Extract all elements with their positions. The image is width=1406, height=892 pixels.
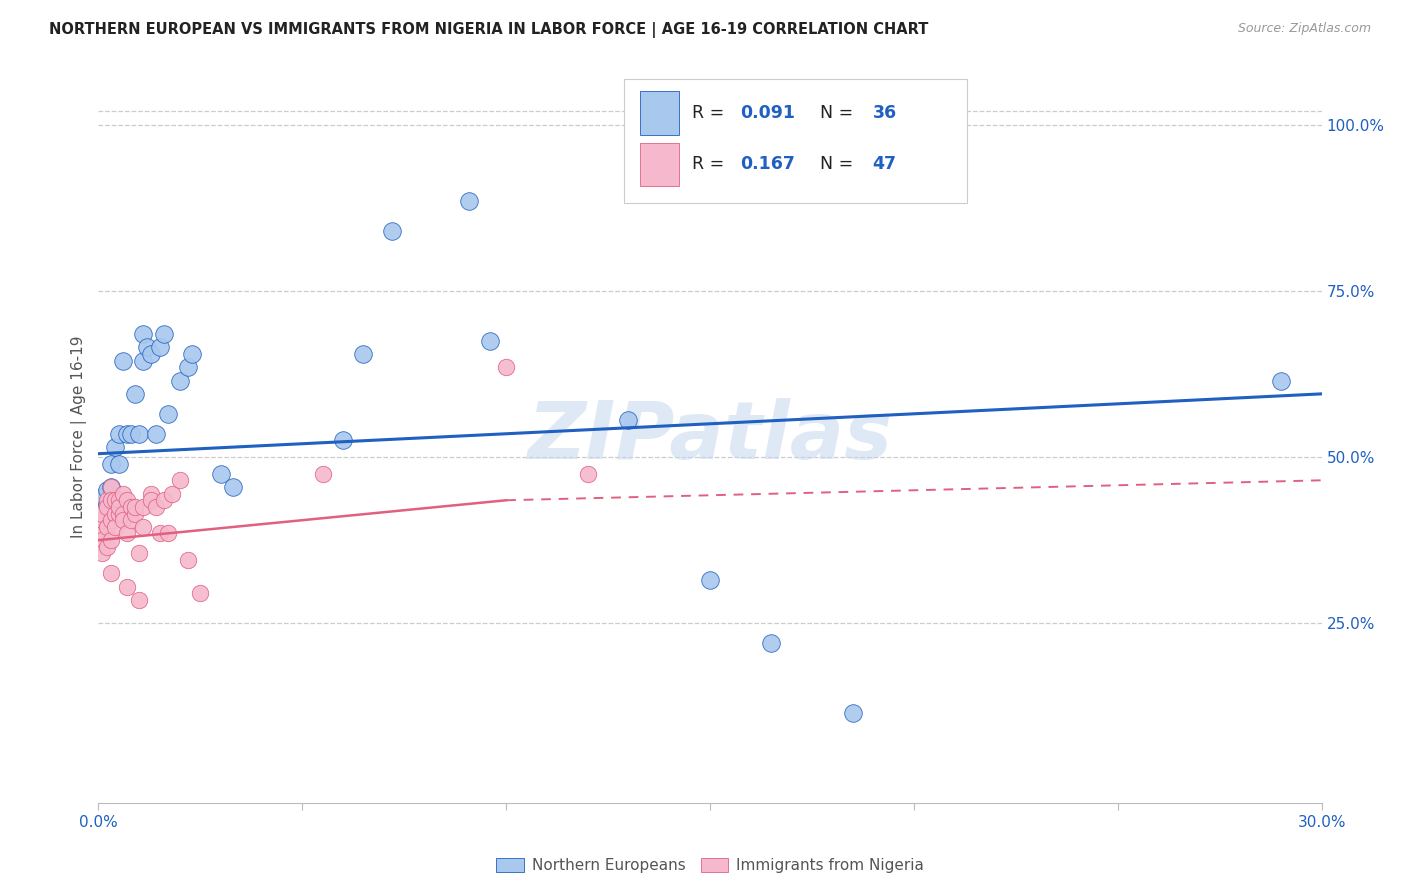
Point — [108, 426, 131, 441]
Point — [169, 374, 191, 388]
Point — [312, 467, 335, 481]
Point — [91, 513, 114, 527]
Point — [145, 500, 167, 514]
Point — [100, 513, 122, 527]
Text: 0.167: 0.167 — [741, 155, 796, 173]
FancyBboxPatch shape — [640, 143, 679, 186]
Point — [156, 407, 179, 421]
Point — [100, 533, 122, 548]
Point — [104, 440, 127, 454]
Point — [699, 573, 721, 587]
Point — [149, 526, 172, 541]
Point — [96, 493, 118, 508]
Text: R =: R = — [692, 155, 730, 173]
Point — [96, 497, 118, 511]
Point — [91, 507, 114, 521]
Legend: Northern Europeans, Immigrants from Nigeria: Northern Europeans, Immigrants from Nige… — [491, 852, 929, 880]
FancyBboxPatch shape — [624, 78, 967, 203]
Point — [177, 553, 200, 567]
Point — [104, 493, 127, 508]
Point — [209, 467, 232, 481]
Point — [141, 486, 163, 500]
Point — [120, 500, 142, 514]
Point — [152, 326, 174, 341]
Point — [495, 360, 517, 375]
Point — [115, 426, 138, 441]
Text: NORTHERN EUROPEAN VS IMMIGRANTS FROM NIGERIA IN LABOR FORCE | AGE 16-19 CORRELAT: NORTHERN EUROPEAN VS IMMIGRANTS FROM NIG… — [49, 22, 928, 38]
Point — [132, 500, 155, 514]
Point — [111, 353, 134, 368]
Y-axis label: In Labor Force | Age 16-19: In Labor Force | Age 16-19 — [72, 335, 87, 539]
Point — [188, 586, 212, 600]
Point — [169, 473, 191, 487]
Point — [115, 580, 138, 594]
Point — [841, 706, 863, 720]
Point — [352, 347, 374, 361]
Text: Source: ZipAtlas.com: Source: ZipAtlas.com — [1237, 22, 1371, 36]
Text: ZIPatlas: ZIPatlas — [527, 398, 893, 476]
Point — [120, 426, 142, 441]
Point — [761, 636, 783, 650]
Point — [160, 486, 183, 500]
Point — [124, 387, 146, 401]
Text: 47: 47 — [873, 155, 897, 173]
Point — [111, 486, 134, 500]
Point — [108, 457, 131, 471]
Point — [120, 513, 142, 527]
Point — [100, 493, 122, 508]
Point — [152, 493, 174, 508]
Point — [96, 520, 118, 534]
Point — [381, 224, 404, 238]
Point — [111, 507, 134, 521]
Text: N =: N = — [820, 104, 859, 122]
Point — [332, 434, 354, 448]
Point — [115, 493, 138, 508]
Point — [222, 480, 245, 494]
Point — [156, 526, 179, 541]
Point — [100, 480, 122, 494]
Point — [458, 194, 481, 208]
Point — [91, 490, 114, 504]
Text: 0.091: 0.091 — [741, 104, 796, 122]
Point — [96, 540, 118, 554]
Point — [145, 426, 167, 441]
Point — [132, 326, 155, 341]
Point — [100, 457, 122, 471]
Point — [91, 546, 114, 560]
Point — [128, 593, 150, 607]
Text: N =: N = — [820, 155, 859, 173]
Point — [91, 533, 114, 548]
Point — [100, 480, 122, 494]
Point — [177, 360, 200, 375]
Point — [128, 546, 150, 560]
Point — [132, 353, 155, 368]
Point — [124, 507, 146, 521]
Point — [104, 520, 127, 534]
Point — [104, 507, 127, 521]
Point — [115, 526, 138, 541]
Point — [111, 513, 134, 527]
Point — [181, 347, 204, 361]
Point — [141, 493, 163, 508]
Text: R =: R = — [692, 104, 730, 122]
Point — [617, 413, 640, 427]
Point — [108, 493, 131, 508]
Point — [136, 340, 159, 354]
Point — [128, 426, 150, 441]
Point — [87, 526, 110, 541]
Text: 36: 36 — [873, 104, 897, 122]
Point — [576, 467, 599, 481]
Point — [108, 500, 131, 514]
Point — [141, 347, 163, 361]
Point — [149, 340, 172, 354]
Point — [1270, 374, 1292, 388]
Point — [108, 507, 131, 521]
FancyBboxPatch shape — [640, 92, 679, 135]
Point — [132, 520, 155, 534]
Point — [100, 566, 122, 581]
Point — [478, 334, 501, 348]
Point — [124, 500, 146, 514]
Point — [96, 500, 118, 514]
Point — [96, 483, 118, 498]
